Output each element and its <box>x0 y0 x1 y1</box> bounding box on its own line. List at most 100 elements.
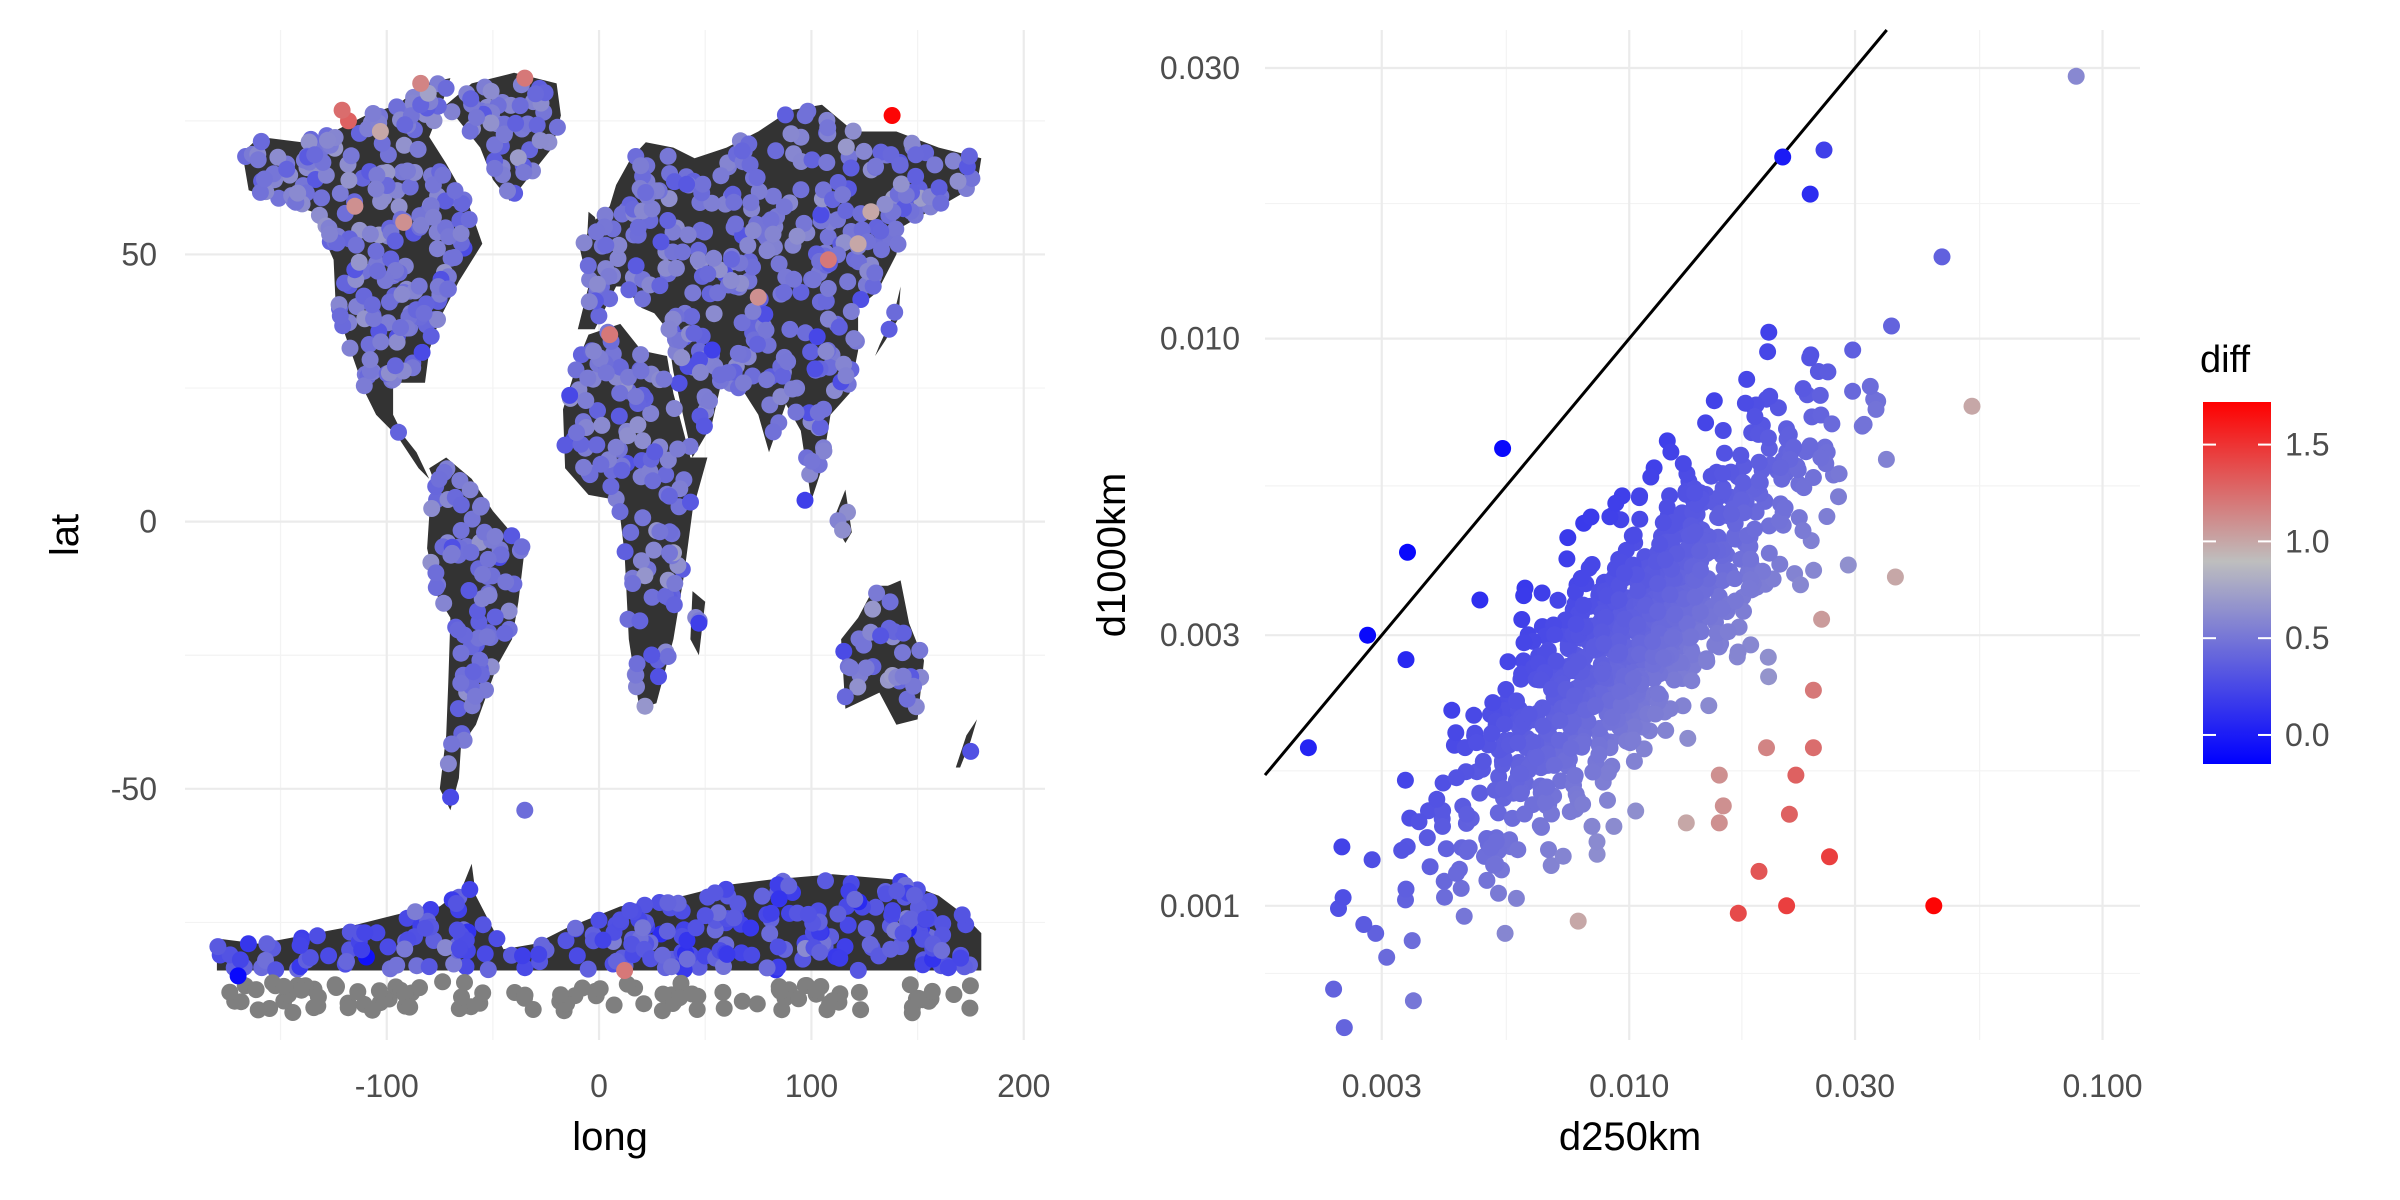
scatter-point <box>1761 387 1779 405</box>
map-point <box>723 250 740 268</box>
scatter-point <box>1435 872 1453 890</box>
map-na-point <box>910 989 928 1007</box>
map-point <box>691 363 709 381</box>
scatter-highlight-point <box>1359 626 1377 644</box>
scatter-point <box>1631 510 1649 528</box>
map-point <box>802 343 820 361</box>
scatter-point <box>1495 715 1513 733</box>
map-point <box>588 223 605 241</box>
map-point <box>949 172 967 190</box>
map-point <box>880 320 898 338</box>
scatter-point <box>1760 544 1778 562</box>
map-point <box>548 118 566 136</box>
map-na-point <box>456 974 473 991</box>
scatter-point <box>1674 697 1692 715</box>
map-point <box>597 364 615 382</box>
scatter-point <box>1735 504 1753 522</box>
scatter-highlight-point <box>1729 904 1747 922</box>
map-na-point <box>689 987 707 1005</box>
map-point <box>718 945 736 963</box>
map-point <box>665 596 683 614</box>
map-point <box>703 341 721 359</box>
scatter-point <box>1566 767 1584 784</box>
map-y-tick-labels: -50 0 50 <box>111 236 157 806</box>
map-point <box>575 458 593 476</box>
scatter-x-axis-title: d250km <box>1559 1115 1701 1159</box>
map-point <box>613 461 631 479</box>
scatter-point <box>1812 449 1830 467</box>
map-na-point <box>411 979 428 997</box>
map-point <box>462 90 480 108</box>
scatter-points-layer <box>1325 185 1951 998</box>
map-point <box>412 216 430 234</box>
scatter-point <box>1629 582 1647 600</box>
map-na-point <box>275 977 293 995</box>
map-highlight-point <box>601 326 619 344</box>
map-point <box>602 478 620 495</box>
scatter-point <box>1551 712 1569 729</box>
scatter-point <box>1434 774 1452 792</box>
map-point <box>579 369 597 387</box>
map-point <box>743 946 761 964</box>
map-point <box>764 423 782 441</box>
map-highlight-point <box>862 203 880 221</box>
map-point <box>837 202 855 220</box>
map-point <box>445 955 463 973</box>
map-point <box>474 916 492 934</box>
map-point <box>887 220 905 238</box>
scatter-point <box>1563 660 1580 677</box>
map-point <box>852 291 870 308</box>
map-na-point <box>961 999 979 1017</box>
scatter-point <box>1818 508 1836 525</box>
scatter-point <box>1584 763 1602 781</box>
map-point <box>410 277 428 295</box>
map-point <box>642 405 660 422</box>
map-point <box>787 403 805 421</box>
map-point <box>839 916 857 934</box>
map-point <box>666 574 684 592</box>
map-point <box>557 932 575 950</box>
scatter-point <box>1561 803 1579 821</box>
map-point <box>601 290 619 308</box>
map-point <box>631 612 649 630</box>
map-point <box>776 106 794 124</box>
map-point <box>239 935 257 953</box>
scatter-point <box>1515 587 1533 605</box>
scatter-point <box>1601 508 1619 526</box>
map-point <box>898 690 916 708</box>
map-point <box>667 259 685 277</box>
scatter-point <box>1674 455 1692 473</box>
scatter-point <box>1805 561 1823 579</box>
scatter-point <box>1682 628 1700 646</box>
map-point <box>911 641 929 659</box>
map-point <box>809 404 827 421</box>
scatter-point <box>1742 636 1760 654</box>
scatter-point <box>1750 453 1768 471</box>
scatter-point <box>1537 793 1554 811</box>
map-point <box>356 924 374 942</box>
scatter-point <box>1644 633 1661 650</box>
map-point <box>561 386 579 404</box>
map-point <box>775 198 793 216</box>
map-point <box>577 392 595 409</box>
scatter-point <box>1546 626 1563 644</box>
map-point <box>837 138 855 156</box>
scatter-highlight-point <box>1399 543 1416 561</box>
map-point <box>884 902 902 920</box>
scatter-point <box>1355 916 1373 933</box>
scatter-point <box>1877 450 1895 468</box>
map-point <box>488 930 506 948</box>
map-point <box>592 455 610 473</box>
scatter-point <box>1605 817 1623 835</box>
map-point <box>876 195 894 213</box>
map-highlight-point <box>749 288 767 306</box>
map-point <box>449 621 467 639</box>
scatter-point <box>1603 709 1621 726</box>
map-point <box>803 452 821 470</box>
scatter-point <box>1516 805 1533 823</box>
scatter-point <box>1662 443 1680 461</box>
map-na-point <box>327 979 345 996</box>
scatter-point <box>1792 576 1809 594</box>
scatter-point <box>1630 489 1648 507</box>
